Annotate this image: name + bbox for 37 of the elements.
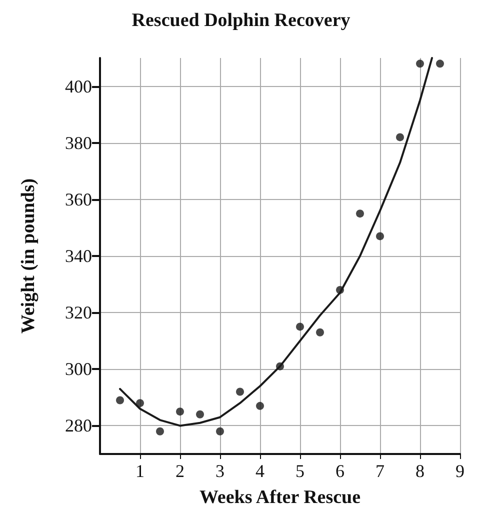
point — [116, 396, 124, 404]
point — [136, 399, 144, 408]
y-tick-label: 400 — [65, 76, 92, 96]
point — [216, 427, 224, 436]
point — [196, 410, 204, 418]
x-tick-label: 7 — [376, 461, 384, 481]
x-tick-label: 3 — [216, 461, 224, 481]
point — [436, 60, 444, 68]
point — [396, 133, 404, 142]
y-tick-label: 320 — [65, 302, 92, 323]
point — [356, 210, 364, 218]
point — [156, 427, 164, 436]
chart-title: Rescued Dolphin Recovery — [132, 10, 351, 31]
point — [416, 60, 424, 68]
point — [296, 322, 304, 331]
point — [176, 408, 184, 416]
point — [376, 232, 384, 240]
x-axis-title: Weeks After Rescue — [199, 487, 361, 508]
y-tick-label: 360 — [65, 189, 92, 210]
point — [336, 286, 344, 294]
y-tick-label: 380 — [65, 132, 92, 153]
y-tick-label: 280 — [65, 416, 92, 436]
y-tick-label: 300 — [65, 359, 92, 380]
x-tick-label: 4 — [256, 461, 264, 481]
x-tick-label: 8 — [416, 461, 424, 481]
x-tick-label: 6 — [336, 461, 344, 481]
point — [316, 328, 324, 336]
y-axis-title: Weight (in pounds) — [18, 178, 39, 334]
y-tick-label: 340 — [65, 246, 92, 266]
x-tick-label: 9 — [456, 461, 464, 481]
point — [276, 362, 284, 370]
x-tick-label: 1 — [136, 461, 144, 481]
point — [236, 388, 244, 396]
x-tick-label: 2 — [176, 461, 184, 481]
x-tick-label: 5 — [296, 461, 304, 481]
line-series — [119, 57, 433, 427]
point — [256, 402, 264, 410]
